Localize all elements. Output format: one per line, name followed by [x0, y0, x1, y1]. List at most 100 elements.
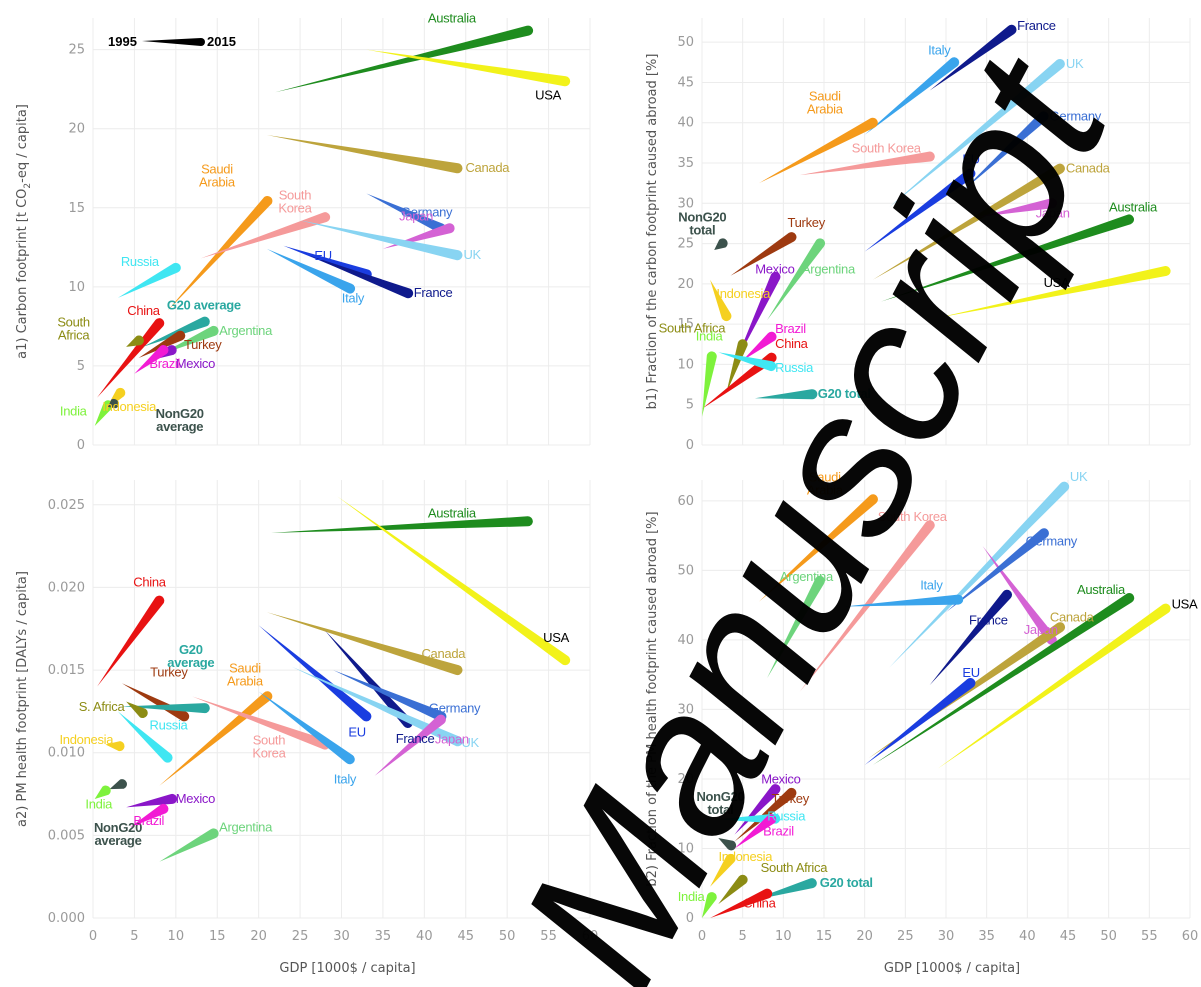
label-india: India — [678, 889, 706, 904]
x-tick-label: 50 — [499, 929, 516, 944]
label-china: China — [775, 336, 809, 351]
label-mexico: Mexico — [176, 791, 215, 806]
label-brazil: Brazil — [149, 356, 180, 371]
label-india: India — [696, 328, 724, 343]
y-tick-label: 5 — [77, 359, 85, 374]
label-brazil: Brazil — [775, 321, 806, 336]
panel-b2: 0 10 20 30 40 50 60 0 5 10 15 20 25 30 35 40 45 50 55 60 GDP… — [645, 469, 1198, 976]
wedge-eu — [864, 678, 976, 765]
y-axis-label: a2) PM health footprint [DALYs / capita] — [15, 571, 30, 827]
y-tick-label: 0 — [686, 911, 694, 926]
x-tick-label: 55 — [540, 929, 557, 944]
wedge-uk — [889, 481, 1070, 668]
label-usa: USA — [543, 630, 569, 645]
label-germany: Germany — [1026, 534, 1078, 549]
label-germany: Germany — [429, 700, 481, 715]
wedge-canada — [872, 163, 1065, 280]
label-saudi-arabia: Saudi Arabia — [807, 469, 844, 497]
wedge-russia — [718, 352, 777, 372]
label-usa: USA — [535, 87, 561, 102]
label-g20-average: G20 average — [167, 298, 241, 313]
wedge-australia — [275, 25, 534, 93]
panel-b1: 0 5 10 15 20 25 30 35 40 45 50 b1) Fraction of the … — [645, 18, 1191, 453]
label-italy: Italy — [342, 290, 365, 305]
label-canada: Canada — [1050, 609, 1095, 624]
wedge-china — [97, 318, 165, 398]
label-uk: UK — [461, 735, 479, 750]
label-italy: Italy — [334, 771, 357, 786]
wedge-nong20-total — [714, 238, 728, 250]
label-south-africa: South Africa — [761, 860, 829, 875]
x-tick-label: 20 — [250, 929, 267, 944]
y-tick-label: 50 — [677, 35, 694, 50]
wedge-japan — [374, 714, 446, 776]
label-south-korea: South Korea — [278, 187, 312, 215]
label-france: France — [969, 613, 1008, 628]
wedge-germany — [962, 111, 1049, 192]
wedge-australia — [271, 516, 533, 533]
y-tick-label: 20 — [677, 772, 694, 787]
x-tick-label: 50 — [1100, 929, 1117, 944]
x-tick-label: 15 — [209, 929, 226, 944]
wedge-g20-total — [754, 389, 818, 400]
label-nong20-average: NonG20 average — [94, 820, 142, 848]
wedge-indonesia — [710, 853, 736, 887]
label-argentina: Argentina — [219, 820, 273, 835]
wedge-usa — [337, 496, 571, 666]
label-south-korea: South Korea — [878, 509, 948, 524]
x-tick-label: 25 — [897, 929, 914, 944]
wedge-south-korea — [192, 696, 331, 750]
label-germany: Germany — [401, 204, 453, 219]
label-argentina: Argentina — [802, 262, 856, 277]
label-russia: Russia — [767, 809, 806, 824]
wedge-italy — [266, 248, 356, 294]
y-tick-label: 35 — [677, 156, 694, 171]
x-tick-label: 25 — [292, 929, 309, 944]
label-nong20-average: NonG20 average — [156, 406, 204, 434]
label-france: France — [396, 731, 435, 746]
label-turkey: Turkey — [150, 664, 188, 679]
wedge-turkey — [122, 683, 190, 722]
x-tick-label: 10 — [168, 929, 185, 944]
label-germany: Germany — [1050, 108, 1102, 123]
wedge-germany — [366, 193, 446, 234]
x-axis-label: GDP [1000$ / capita] — [279, 961, 415, 976]
y-tick-label: 0.000 — [48, 911, 85, 926]
label-australia: Australia — [1109, 199, 1158, 214]
label-russia: Russia — [150, 718, 189, 733]
label-turkey: Turkey — [184, 337, 222, 352]
y-tick-label: 5 — [686, 398, 694, 413]
wedge-japan — [978, 198, 1058, 217]
label-canada: Canada — [465, 160, 510, 175]
wedge-germany — [333, 670, 447, 722]
wedge-russia — [117, 262, 181, 298]
wedge-india — [702, 351, 717, 417]
wedge-saudi-arabia — [167, 195, 273, 311]
y-tick-label: 0 — [77, 438, 85, 453]
label-brazil: Brazil — [763, 823, 794, 838]
label-saudi-arabia: Saudi Arabia — [227, 661, 264, 689]
label-russia: Russia — [121, 254, 160, 269]
label-turkey: Turkey — [771, 791, 809, 806]
label-australia: Australia — [428, 505, 477, 520]
y-tick-label: 0 — [686, 438, 694, 453]
y-tick-label: 0.025 — [48, 498, 85, 513]
y-axis-label: b1) Fraction of the carbon footprint cau… — [645, 54, 660, 410]
x-tick-label: 35 — [978, 929, 995, 944]
x-tick-label: 20 — [856, 929, 873, 944]
label-g20-total: G20 total — [820, 875, 873, 890]
label-mexico: Mexico — [176, 356, 215, 371]
label-eu: EU — [314, 248, 331, 263]
wedge-uk — [291, 666, 463, 747]
label-indonesia: Indonesia — [102, 399, 157, 414]
wedge-france — [308, 255, 414, 299]
y-tick-label: 50 — [677, 563, 694, 578]
x-tick-label: 30 — [938, 929, 955, 944]
label-india: India — [60, 403, 88, 418]
x-axis-label: GDP [1000$ / capita] — [884, 961, 1020, 976]
wedge-canada — [266, 135, 463, 174]
wedge-south-africa — [126, 701, 148, 719]
legend-end-year: 2015 — [207, 34, 236, 49]
y-tick-label: 30 — [677, 702, 694, 717]
label-canada: Canada — [1066, 161, 1111, 176]
